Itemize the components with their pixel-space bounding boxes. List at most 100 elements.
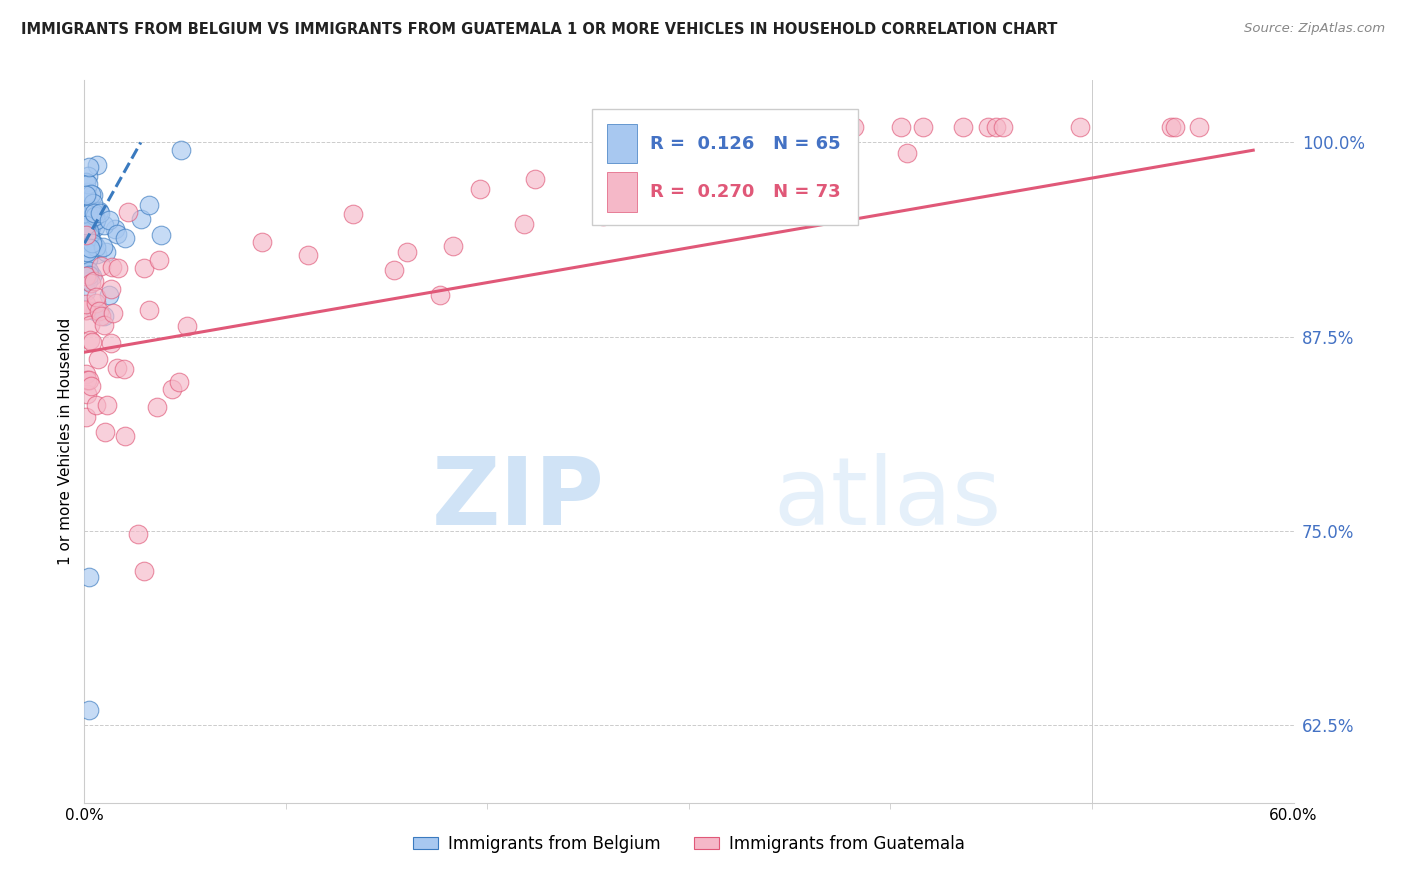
Point [75,285,97,299]
Point [105,227,128,241]
Point [79,228,101,243]
Point [90,309,112,323]
Point [76,266,98,280]
Point [740,125,762,139]
Point [76,373,98,387]
Point [1188,120,1211,134]
Point [77,220,100,235]
Point [167,375,190,389]
Point [75,302,97,317]
Point [149,228,172,243]
Point [993,120,1015,134]
Point [77,702,100,716]
Point [429,287,451,301]
Point [79,198,101,212]
Point [160,383,183,397]
Point [75,367,97,381]
Point [80,203,103,218]
Point [97,212,120,227]
Point [1160,120,1182,134]
Point [77,268,100,282]
Point [75,240,97,254]
Point [134,564,156,578]
Point [75,272,97,286]
Point [77,373,100,387]
Point [75,245,97,260]
Point [890,120,912,134]
Point [77,207,100,221]
Point [835,120,858,134]
Point [79,263,101,277]
Point [513,218,536,232]
Point [101,260,124,274]
Point [127,527,149,541]
Text: IMMIGRANTS FROM BELGIUM VS IMMIGRANTS FROM GUATEMALA 1 OR MORE VEHICLES IN HOUSE: IMMIGRANTS FROM BELGIUM VS IMMIGRANTS FR… [21,22,1057,37]
Point [134,261,156,276]
Legend: Immigrants from Belgium, Immigrants from Guatemala: Immigrants from Belgium, Immigrants from… [406,828,972,860]
Point [79,318,101,332]
Point [984,120,1007,134]
Point [842,120,865,134]
Point [107,260,129,275]
Point [90,259,112,273]
Text: R =  0.126   N = 65: R = 0.126 N = 65 [650,135,841,153]
Point [103,306,125,320]
Point [912,120,935,134]
Point [75,303,97,318]
Point [250,235,273,249]
FancyBboxPatch shape [592,109,858,225]
Point [86,158,108,172]
Point [100,335,122,350]
Point [96,398,118,412]
Point [100,282,122,296]
Text: Source: ZipAtlas.com: Source: ZipAtlas.com [1244,22,1385,36]
Point [93,425,115,439]
Point [79,205,101,219]
Point [76,274,98,288]
Point [75,188,97,202]
Point [79,213,101,227]
Point [592,209,614,223]
Point [79,203,101,218]
Point [83,236,105,251]
Point [84,295,107,310]
Point [138,302,160,317]
Point [79,229,101,244]
Point [76,186,98,200]
Point [342,207,364,221]
Point [77,169,100,184]
Point [75,218,97,232]
Point [93,309,115,323]
Point [977,120,1000,134]
Text: ZIP: ZIP [432,453,605,545]
Point [129,212,152,227]
Point [84,398,107,412]
Point [79,220,101,235]
Point [86,247,108,261]
Point [176,319,198,334]
Text: atlas: atlas [773,453,1002,545]
Point [112,362,135,376]
Point [896,145,918,160]
Point [83,275,105,289]
Point [382,263,405,277]
Point [93,240,115,254]
Point [80,186,103,201]
Point [87,204,110,219]
Point [80,269,103,284]
Point [76,244,98,259]
Point [97,288,120,302]
Point [82,235,104,250]
Point [146,400,169,414]
Point [87,351,110,366]
Point [524,172,547,186]
Point [80,276,103,290]
Point [87,304,110,318]
Point [297,248,319,262]
Point [83,219,105,234]
Text: R =  0.270   N = 73: R = 0.270 N = 73 [650,183,841,202]
Point [148,252,170,267]
Point [77,161,100,175]
Point [114,230,136,244]
Point [77,265,100,279]
